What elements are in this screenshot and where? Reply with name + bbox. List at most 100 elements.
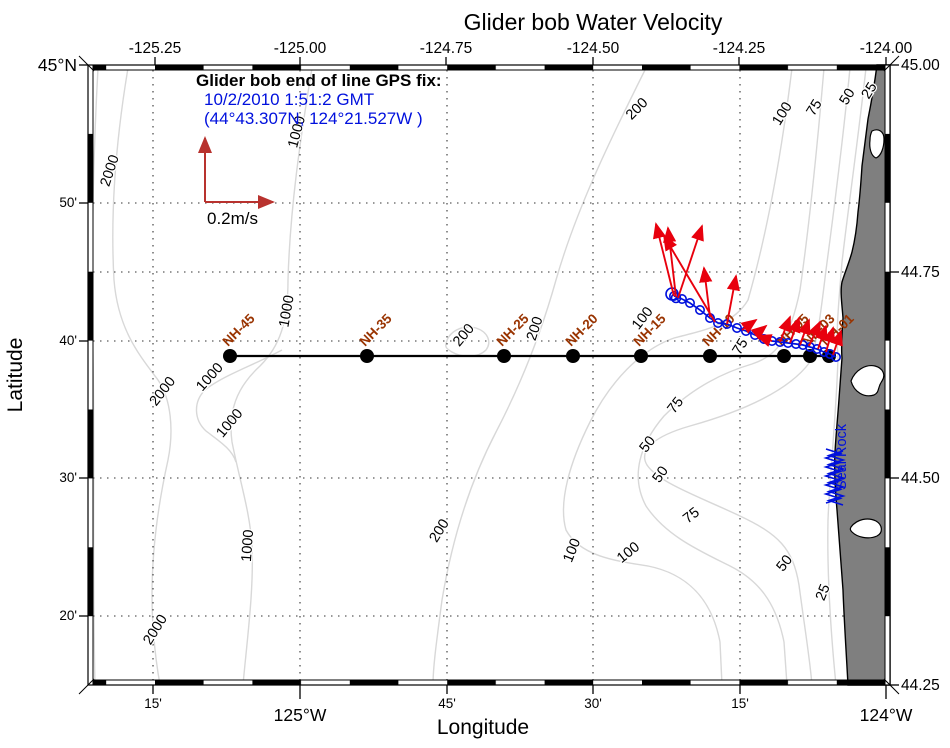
velocity-vector [663,234,716,323]
contour-line-1000 [230,67,313,686]
frame-band-right [884,64,891,686]
station-dot [703,349,717,363]
y-axis-label: Latitude [4,338,27,413]
gps-fix-heading: Glider bob end of line GPS fix: [196,71,442,90]
station-dot [497,349,511,363]
left-tick-label: 20' [59,608,77,623]
contour-depth-label: 100 [560,536,584,564]
velocity-vector [726,274,740,325]
bottom-tick-label: 124°W [860,705,913,725]
station-label: NH-20 [563,311,601,349]
contour-line-75 [637,67,825,686]
frame-band-left [87,64,94,686]
contour-depth-label: 200 [450,321,478,350]
velocity-vector [699,266,713,318]
contour-line-100 [562,67,793,686]
contour-depth-label: 2000 [147,374,179,409]
contour-depth-label: 25 [813,582,834,603]
velocity-vector [677,224,704,299]
contour-line-2000 [112,67,172,686]
bay-inlet-alsea [849,518,882,539]
plot-title: Glider bob Water Velocity [464,9,723,35]
glider-position-circle [830,351,841,362]
left-tick-label: 30' [59,470,77,485]
contour-depth-label: 1000 [276,294,297,329]
seal-rock-label: Seal Rock [834,423,850,490]
left-tick-label: 45°N [38,55,77,75]
contour-depth-label: 100 [614,539,643,567]
station-label: NH-35 [357,311,396,350]
top-tick-label: -125.00 [274,40,327,57]
station-dot [566,349,580,363]
station-dot [223,349,237,363]
station-dot [777,349,791,363]
velocity-vector [740,318,758,334]
station-dot [634,349,648,363]
contour-depth-label: 1000 [193,360,226,395]
contour-depth-label: 50 [774,552,797,575]
frame-corner [78,55,95,72]
contour-depth-label: 50 [637,433,660,456]
top-tick-label: -124.50 [567,40,620,57]
bottom-tick-label: 15' [144,696,162,711]
glider-position-circle [676,293,687,304]
glider-position-circle [684,297,695,308]
left-tick-label: 50' [59,195,77,210]
right-tick-label: 44.75 [901,264,940,281]
contour-line-200 [432,67,647,686]
top-tick-label: -124.00 [860,40,913,57]
top-tick-label: -125.25 [129,40,182,57]
axis-tick-labels: -125.25 -125.00 -124.75 -124.50 -124.25 -124.… [38,40,940,725]
contour-line-50 [644,67,851,686]
right-tick-label: 44.25 [901,677,940,694]
contour-depth-label: 75 [680,505,703,528]
bay-inlet-yaquina [850,365,885,397]
right-tick-label: 44.50 [901,470,940,487]
top-tick-label: -124.75 [420,40,473,57]
contour-depth-label: 1000 [213,406,246,441]
loiter-scribble [826,450,846,506]
contour-depth-label: 100 [769,99,795,128]
glider-position-circle [694,304,705,315]
velocity-vector [653,222,675,297]
right-tick-label: 45.00 [901,57,940,74]
velocity-vector [797,318,811,346]
contour-depth-label: 2000 [98,153,123,189]
loiter-scribble [823,448,843,504]
scale-label: 0.2m/s [207,209,258,228]
axis-ticks [79,57,899,699]
bottom-tick-label: 30' [584,696,602,711]
velocity-vectors-group [653,222,843,356]
bottom-tick-label: 125°W [274,705,327,725]
gps-fix-position: (44°43.307N, 124°21.527W ) [204,109,423,128]
x-axis-label: Longitude [437,716,529,739]
contour-depth-label: 75 [665,394,688,417]
land [833,64,891,686]
map-frame [78,55,900,695]
gps-fix-time: 10/2/2010 1:51:2 GMT [204,90,374,109]
glider-loiter-marks [823,448,846,506]
contour-depth-label: 75 [804,97,826,119]
contour-depth-label: 75 [730,336,752,358]
bottom-tick-label: 45' [438,696,456,711]
scale-legend: 0.2m/s [198,136,275,228]
bathymetry-contours [91,67,867,686]
velocity-vector [750,324,768,341]
frame-corner [883,678,900,695]
station-label: NH-45 [220,311,259,350]
frame-outline [87,64,891,686]
velocity-vector [830,329,843,356]
glider-position-circle [797,339,808,350]
top-tick-label: -124.25 [713,40,766,57]
velocity-vector [787,316,801,344]
contour-line-1000b [195,349,283,463]
contour-depth-label: 200 [623,95,651,123]
contour-depth-label: 2000 [140,612,171,648]
glider-position-circle [818,346,829,357]
bottom-tick-label: 15' [731,696,749,711]
contour-depth-label: 50 [837,86,859,108]
annotations: Glider bob Water Velocity Glider bob end… [4,9,850,739]
